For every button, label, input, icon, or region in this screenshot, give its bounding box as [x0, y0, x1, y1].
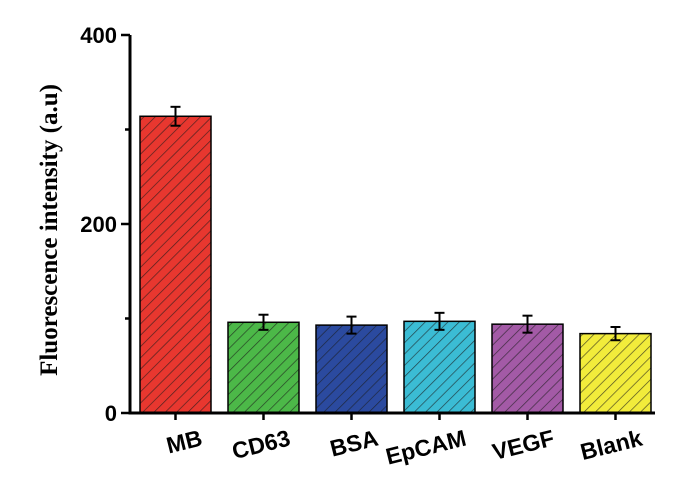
bar-blank [579, 332, 652, 414]
error-bar-mb [170, 105, 181, 127]
x-tick-label-blank: Blank [578, 425, 645, 465]
error-bar-vegf [522, 314, 533, 334]
y-tick-label-200: 200 [80, 212, 117, 237]
error-bar-bsa [346, 315, 357, 335]
bar-mb [139, 115, 212, 414]
y-tick-label-400: 400 [80, 23, 117, 48]
bar-cd63 [227, 321, 300, 414]
error-bars-group [170, 105, 621, 342]
x-tick-label-bsa: BSA [327, 425, 380, 462]
error-bar-epcam [434, 311, 445, 331]
x-ticks-group: MB CD63 BSA EpCAM VEGF Blank [164, 413, 645, 470]
error-bar-cd63 [258, 313, 269, 331]
y-ticks-group: 0 200 400 [80, 23, 130, 426]
x-tick-label-mb: MB [164, 425, 205, 459]
y-tick-label-0: 0 [105, 401, 117, 426]
y-axis-label: Fluorescence intensity (a.u) [36, 84, 63, 376]
x-tick-label-epcam: EpCAM [383, 425, 469, 470]
x-tick-label-cd63: CD63 [229, 425, 292, 464]
x-tick-label-vegf: VEGF [490, 425, 557, 465]
bar-epcam [403, 320, 476, 414]
bar-bsa [315, 324, 388, 414]
bars-group [139, 115, 652, 414]
bar-vegf [491, 323, 564, 414]
error-bar-blank [610, 326, 621, 342]
